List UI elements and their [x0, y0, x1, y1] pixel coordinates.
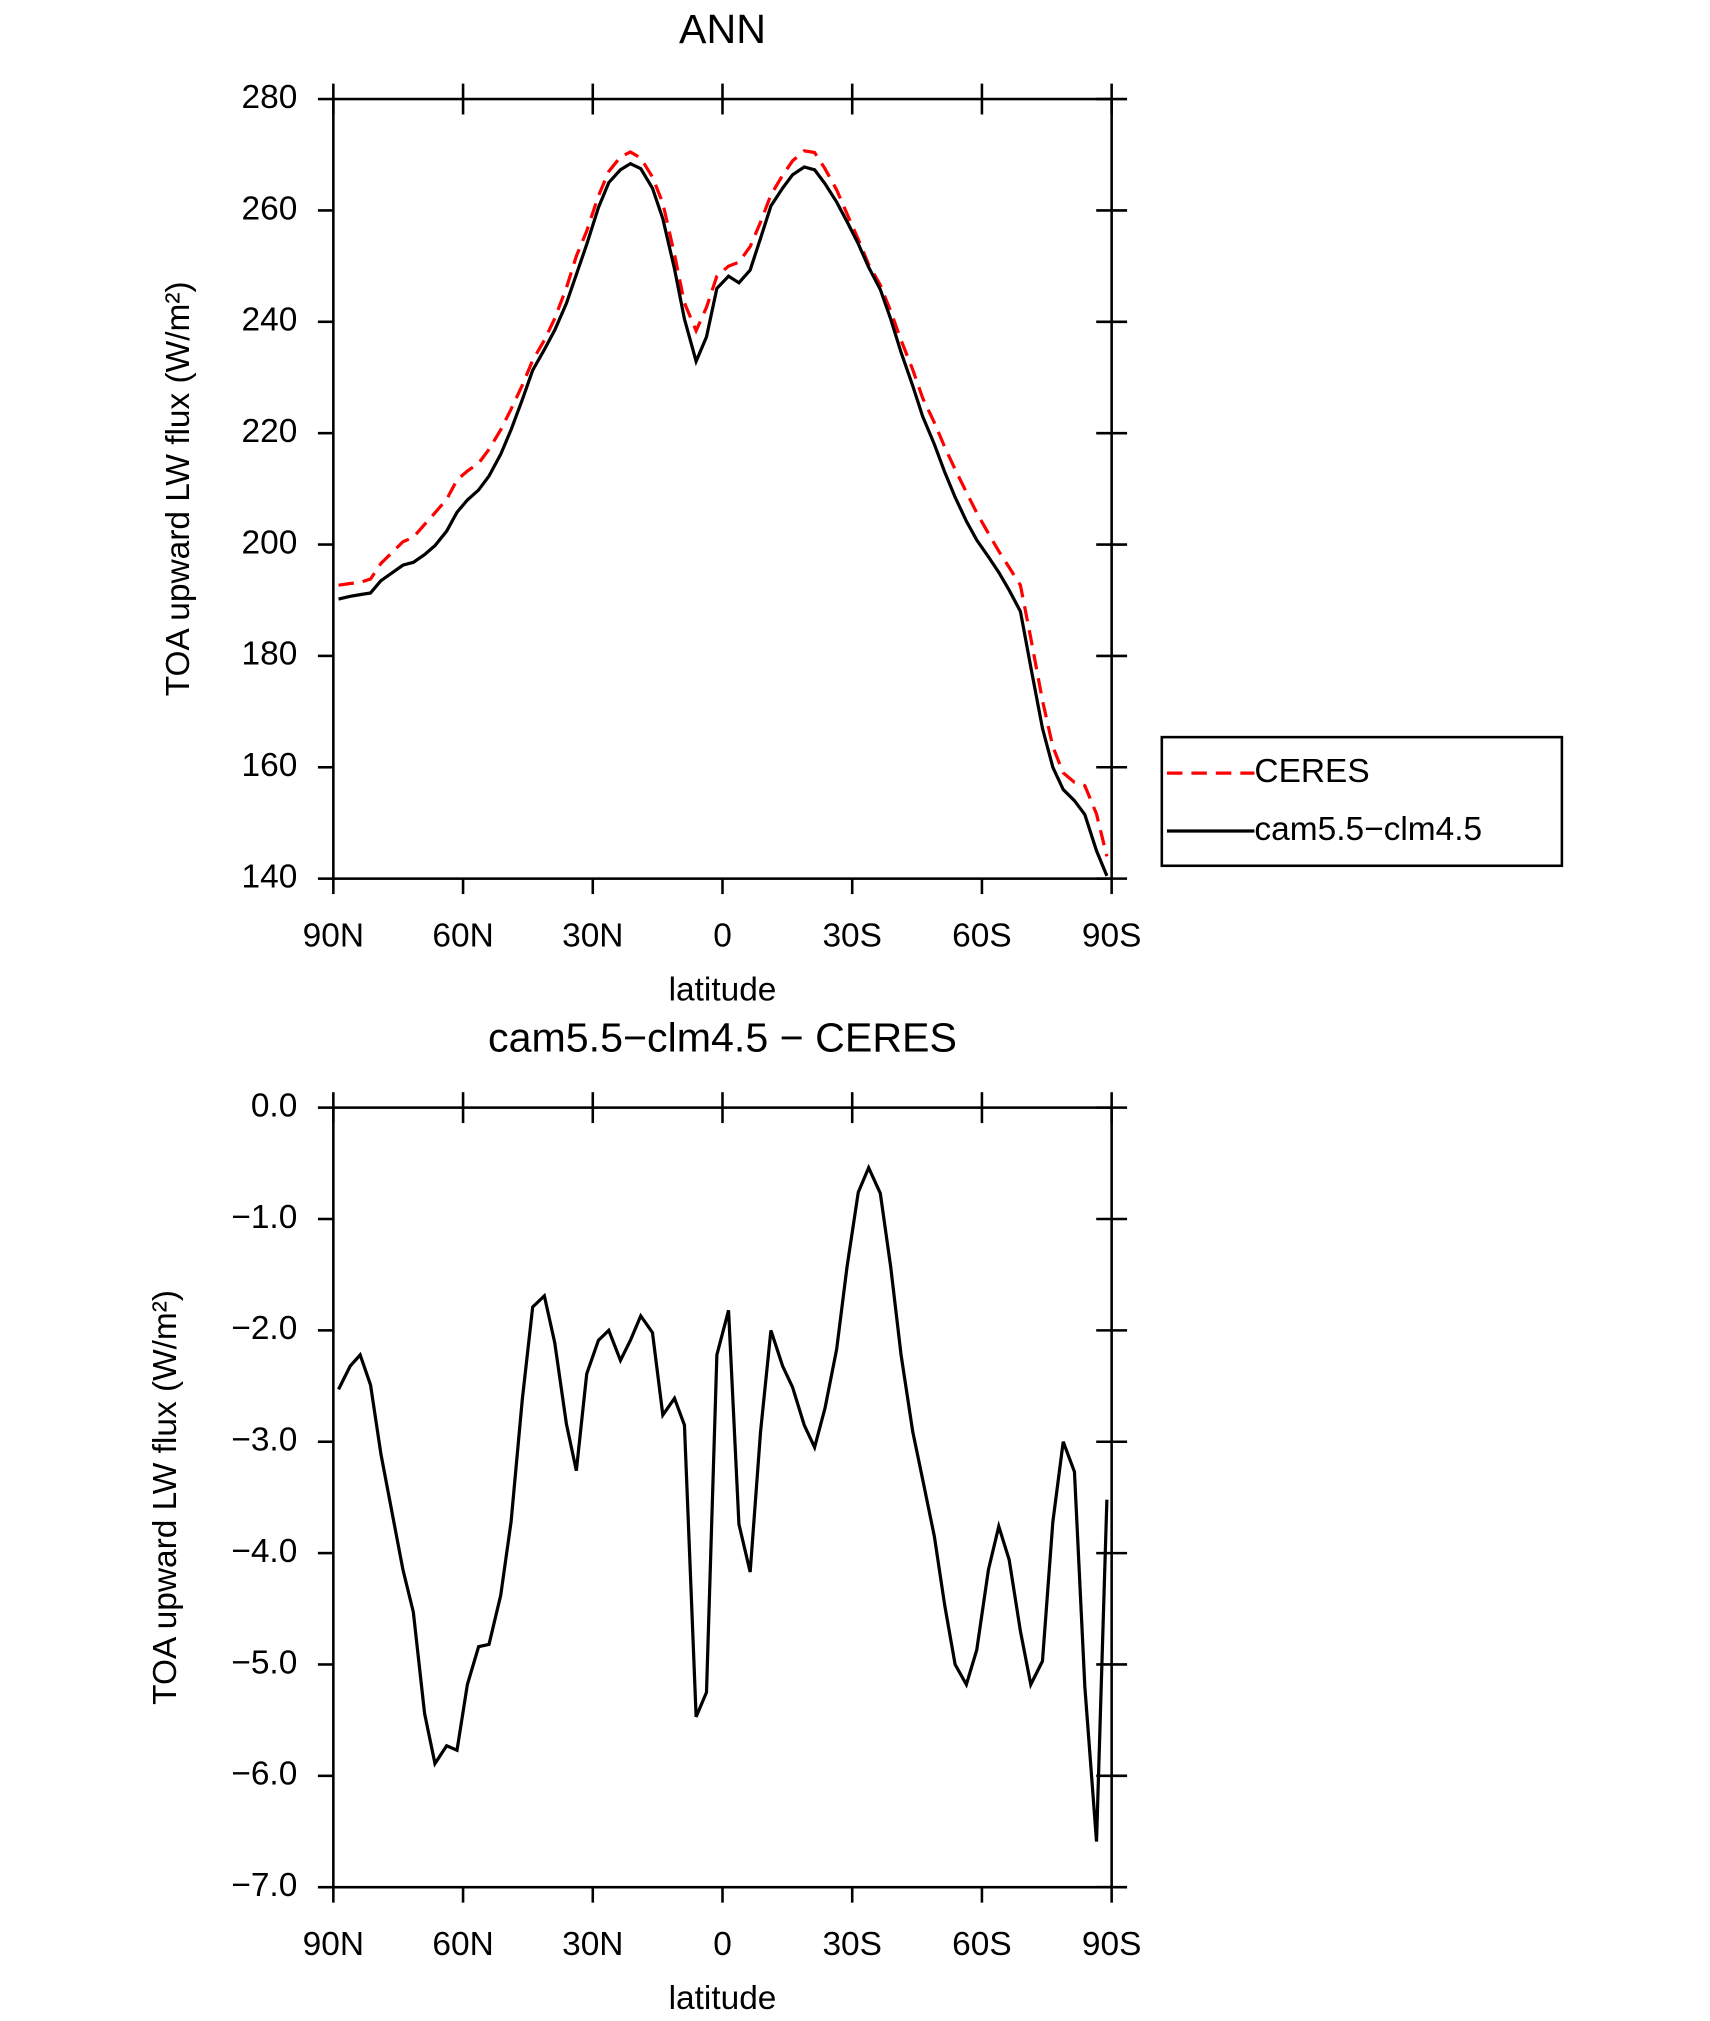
- y-tick-label: −7.0: [231, 1867, 297, 1904]
- legend-label: cam5.5−clm4.5: [1254, 811, 1482, 848]
- legend-box: [1160, 735, 1564, 868]
- chart-title: ANN: [679, 6, 766, 52]
- x-tick-label: 90S: [1082, 1926, 1142, 1963]
- y-tick-label: 160: [242, 747, 298, 784]
- y-tick-label: −2.0: [231, 1310, 297, 1347]
- plot-frame: [332, 97, 1113, 880]
- y-tick-label: 260: [242, 190, 298, 227]
- x-tick-label: 30S: [822, 918, 881, 955]
- plot-frame: [332, 1106, 1113, 1889]
- chart-title: cam5.5−clm4.5 − CERES: [488, 1015, 957, 1061]
- x-tick-label: 60S: [952, 1926, 1012, 1963]
- x-tick-label: 30N: [562, 918, 623, 955]
- y-tick-label: 180: [242, 636, 298, 673]
- y-axis-label: TOA upward LW flux (W/m²): [147, 1290, 184, 1705]
- legend-label: CERES: [1254, 753, 1369, 790]
- x-tick-label: 60N: [432, 918, 493, 955]
- data-line: [338, 161, 1109, 877]
- x-axis-label: latitude: [669, 1980, 777, 2017]
- y-tick-label: 140: [242, 858, 298, 895]
- x-tick-label: 90S: [1082, 918, 1142, 955]
- x-tick-label: 30S: [822, 1926, 881, 1963]
- x-tick-label: 90N: [303, 918, 364, 955]
- y-tick-label: 280: [242, 79, 298, 116]
- y-tick-label: 0.0: [251, 1087, 297, 1124]
- y-tick-label: 200: [242, 524, 298, 561]
- y-tick-label: 240: [242, 302, 298, 339]
- x-tick-label: 60S: [952, 918, 1012, 955]
- y-tick-label: −4.0: [231, 1533, 297, 1570]
- data-line: [337, 1163, 1109, 1842]
- y-tick-label: 220: [242, 413, 298, 450]
- x-tick-label: 60N: [432, 1926, 493, 1963]
- y-tick-label: −6.0: [231, 1756, 297, 1793]
- y-tick-label: −1.0: [231, 1199, 297, 1236]
- x-tick-label: 90N: [303, 1926, 364, 1963]
- x-axis-label: latitude: [669, 972, 777, 1009]
- y-axis-label: TOA upward LW flux (W/m²): [160, 281, 197, 696]
- y-tick-label: −3.0: [231, 1422, 297, 1459]
- y-tick-label: −5.0: [231, 1644, 297, 1681]
- x-tick-label: 0: [713, 918, 732, 955]
- x-tick-label: 0: [713, 1926, 732, 1963]
- x-tick-label: 30N: [562, 1926, 623, 1963]
- data-line: [338, 149, 1109, 857]
